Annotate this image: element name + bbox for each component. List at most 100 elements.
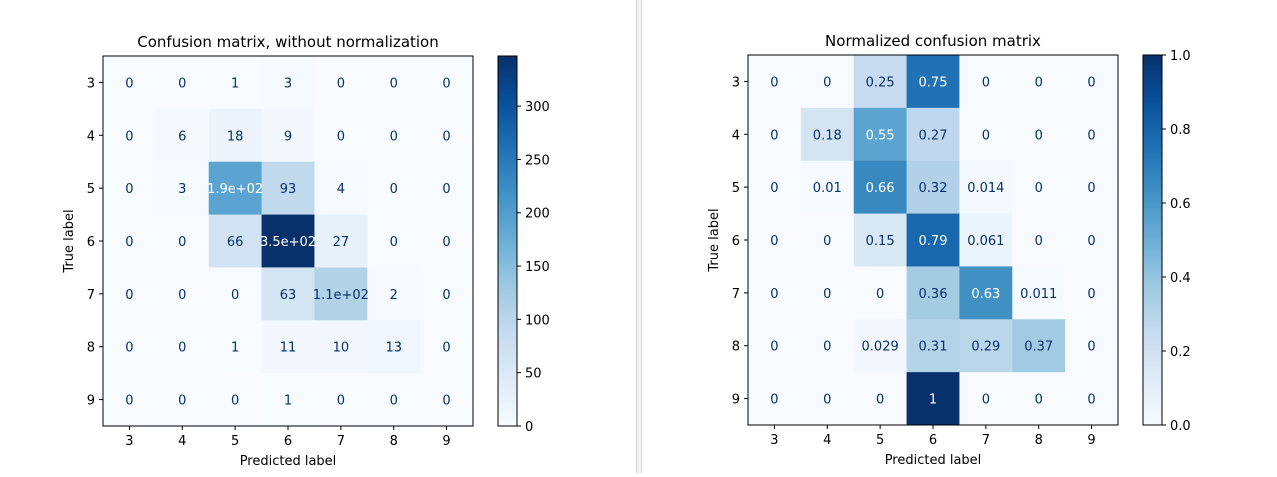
heatmap-cell	[155, 56, 210, 110]
heatmap-cell	[155, 373, 210, 427]
y-tick-label: 4	[87, 129, 95, 144]
cell-value-label: 0.27	[919, 128, 948, 143]
y-tick-label: 7	[732, 287, 740, 302]
colorbar-tick-label: 0	[525, 420, 533, 435]
heatmap-cell	[1065, 213, 1119, 267]
cell-value-label: 0	[442, 76, 450, 91]
panel-divider[interactable]	[636, 0, 642, 473]
heatmap-cell	[853, 213, 908, 267]
heatmap-cell	[103, 214, 157, 268]
y-tick-label: 8	[732, 340, 740, 355]
cell-value-label: 0	[178, 76, 186, 91]
cell-value-label: 0	[442, 288, 450, 303]
y-tick-label: 3	[732, 75, 740, 90]
heatmap-cell	[155, 108, 210, 163]
heatmap-cell	[208, 108, 263, 163]
cell-value-label: 6	[178, 129, 186, 144]
cell-value-label: 0	[770, 128, 778, 143]
heatmap-cell	[906, 372, 960, 426]
chart-title: Normalized confusion matrix	[825, 32, 1041, 50]
cell-value-label: 0.061	[967, 234, 1004, 249]
cell-value-label: 0.32	[919, 181, 948, 196]
heatmap-cell	[1065, 372, 1119, 426]
colorbar	[1142, 54, 1163, 426]
heatmap-cell	[367, 267, 421, 321]
cell-value-label: 0	[442, 235, 450, 250]
heatmap-cell	[800, 266, 855, 320]
cell-value-label: 0	[770, 234, 778, 249]
y-tick-label: 6	[87, 235, 95, 250]
x-tick-label: 8	[1035, 433, 1043, 448]
x-tick-label: 9	[1087, 433, 1095, 448]
chart-title: Confusion matrix, without normalization	[137, 33, 439, 51]
cell-value-label: 0.37	[1024, 340, 1053, 355]
heatmap-cell	[959, 372, 1013, 426]
y-tick-label: 9	[732, 393, 740, 408]
heatmap-cell	[748, 213, 802, 267]
x-tick-label: 6	[284, 434, 292, 449]
x-tick-label: 7	[337, 434, 345, 449]
x-tick-label: 4	[823, 433, 831, 448]
x-tick-label: 7	[982, 433, 990, 448]
colorbar-tick-label: 300	[525, 100, 550, 115]
cell-value-label: 0	[823, 393, 831, 408]
x-tick-label: 4	[178, 434, 186, 449]
heatmap-cell	[367, 373, 421, 427]
cell-value-label: 2	[390, 288, 398, 303]
cell-value-label: 1	[929, 393, 937, 408]
cell-value-label: 0.36	[919, 287, 948, 302]
heatmap-cell	[314, 214, 368, 268]
heatmap-cell	[208, 161, 263, 216]
cell-value-label: 0	[125, 341, 133, 356]
y-tick-label: 5	[87, 182, 95, 197]
heatmap-cell	[103, 373, 157, 427]
x-tick-label: 3	[125, 434, 133, 449]
heatmap-cell	[800, 372, 855, 426]
x-tick-label: 6	[929, 433, 937, 448]
heatmap-cell	[1065, 319, 1119, 373]
y-axis-label: True label	[62, 209, 77, 273]
heatmap-cell	[155, 161, 210, 216]
colorbar-tick-label: 1.0	[1170, 49, 1191, 64]
heatmap-cell	[314, 108, 368, 163]
heatmap-cell	[261, 214, 315, 268]
heatmap-cell	[1012, 266, 1066, 320]
cell-value-label: 0	[125, 288, 133, 303]
cell-value-label: 0	[876, 393, 884, 408]
cell-value-label: 0	[337, 394, 345, 409]
cell-value-label: 0	[1087, 234, 1095, 249]
cell-value-label: 0	[1035, 234, 1043, 249]
heatmap-cell	[367, 214, 421, 268]
cell-value-label: 0.29	[971, 340, 1000, 355]
y-tick-label: 9	[87, 394, 95, 409]
cell-value-label: 11	[280, 341, 297, 356]
heatmap-cell	[155, 214, 210, 268]
x-tick-label: 9	[442, 434, 450, 449]
x-axis-label: Predicted label	[885, 453, 982, 468]
heatmap-cell	[853, 266, 908, 320]
cell-value-label: 0.75	[919, 75, 948, 90]
x-tick-label: 8	[390, 434, 398, 449]
cell-value-label: 0	[337, 76, 345, 91]
cell-value-label: 0	[442, 341, 450, 356]
cell-value-label: 0	[1087, 181, 1095, 196]
heatmap-cell	[314, 56, 368, 110]
cell-value-label: 0	[231, 394, 239, 409]
heatmap-cell	[959, 319, 1013, 373]
cell-value-label: 1.9e+02	[207, 182, 263, 197]
heatmap-cell	[420, 56, 474, 110]
cell-value-label: 0	[1035, 128, 1043, 143]
cell-value-label: 0	[442, 182, 450, 197]
cell-value-label: 0	[390, 182, 398, 197]
y-tick-label: 5	[732, 181, 740, 196]
cell-value-label: 9	[284, 129, 292, 144]
heatmap-cell	[1065, 55, 1119, 109]
cell-value-label: 0	[823, 234, 831, 249]
heatmap-cell	[1012, 319, 1066, 373]
heatmap-cell	[208, 56, 263, 110]
heatmap-cell	[906, 213, 960, 267]
heatmap-cell	[1012, 107, 1066, 162]
y-tick-label: 6	[732, 234, 740, 249]
cell-value-label: 0	[823, 287, 831, 302]
heatmap-cell	[261, 373, 315, 427]
